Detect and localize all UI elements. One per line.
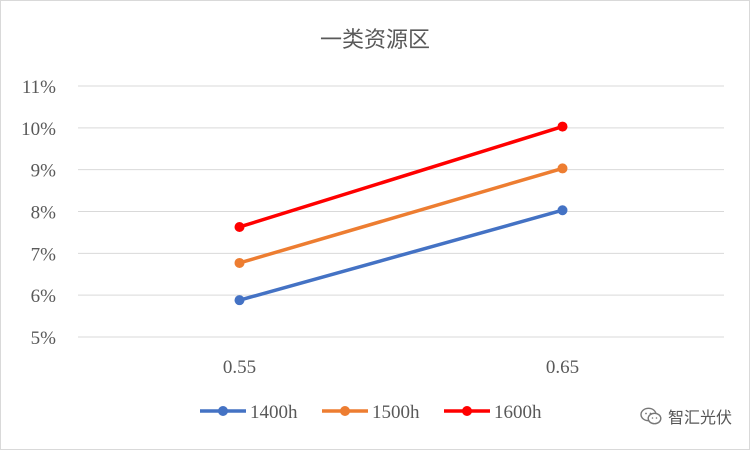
watermark-text: 智汇光伏	[667, 408, 732, 427]
series-group	[234, 121, 568, 306]
legend: 1400h 1500h 1600h	[200, 402, 542, 423]
legend-label: 1400h	[250, 402, 298, 423]
y-axis-ticks: 5% 6% 7% 8% 9% 10% 11%	[21, 77, 56, 349]
legend-label: 1500h	[372, 402, 420, 423]
chart-title: 一类资源区	[320, 28, 430, 53]
series-line	[237, 124, 565, 229]
y-tick-label: 8%	[31, 203, 57, 224]
x-axis-ticks: 0.55 0.65	[223, 357, 579, 378]
x-tick-label: 0.65	[546, 357, 579, 378]
legend-swatch-marker	[340, 406, 350, 416]
legend-item: 1500h	[322, 402, 420, 423]
data-point	[557, 121, 568, 132]
series-line	[237, 208, 565, 302]
data-point	[234, 221, 245, 232]
series-1500h	[234, 163, 568, 268]
data-point	[234, 257, 245, 268]
legend-item: 1600h	[444, 402, 542, 423]
legend-item: 1400h	[200, 402, 298, 423]
legend-label: 1600h	[494, 402, 542, 423]
gridlines	[78, 85, 724, 338]
watermark: 智汇光伏	[640, 404, 732, 428]
y-tick-label: 7%	[31, 244, 57, 265]
legend-swatch-marker	[218, 406, 228, 416]
x-tick-label: 0.55	[223, 357, 256, 378]
series-1600h	[234, 121, 568, 232]
y-tick-label: 6%	[31, 286, 57, 307]
data-point	[557, 205, 568, 216]
data-point	[557, 163, 568, 174]
legend-swatch-marker	[462, 406, 472, 416]
y-tick-label: 11%	[22, 77, 56, 98]
series-line	[237, 166, 565, 265]
y-tick-label: 5%	[31, 328, 57, 349]
series-1400h	[234, 205, 568, 306]
data-point	[234, 295, 245, 306]
y-tick-label: 9%	[31, 161, 57, 182]
y-tick-label: 10%	[21, 119, 56, 140]
wechat-icon	[640, 407, 662, 425]
